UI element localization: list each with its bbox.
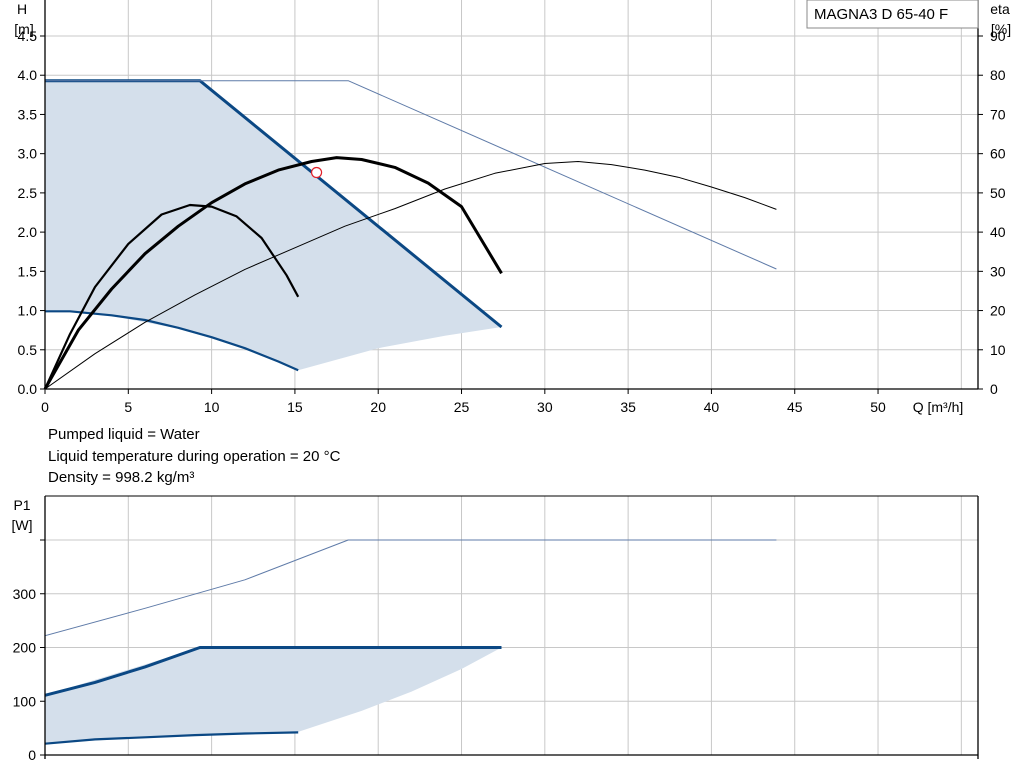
x-tick-label: 0 — [41, 399, 49, 415]
power-chart-series — [44, 539, 777, 745]
power-axis-title-line1: P1 — [13, 497, 30, 513]
power-curve-1 — [44, 731, 299, 745]
x-tick-label: 5 — [124, 399, 132, 415]
power-y-tick-label: 0 — [28, 747, 36, 763]
power-curve-0 — [44, 646, 502, 697]
note-liquid-temperature: Liquid temperature during operation = 20… — [48, 448, 341, 465]
y2-tick-label: 0 — [990, 381, 998, 397]
head-chart-series — [43, 79, 777, 390]
y-tick-label: 4.5 — [18, 28, 38, 44]
legend-box: MAGNA3 D 65-40 F — [806, 0, 979, 29]
power-area-fill — [45, 647, 502, 744]
power-chart-ticks: 0 100 200 300 — [13, 539, 45, 763]
head-curve-1 — [45, 310, 299, 372]
y2-tick-label: 30 — [990, 263, 1006, 279]
head-efficiency-chart: 0.0 0.5 1.0 1.5 2.0 2.5 3.0 3.5 4.0 4.5 0 10 20 30 40 5… — [14, 0, 1011, 415]
power-operating-area — [45, 647, 502, 744]
head-operating-area — [45, 80, 502, 371]
y2-tick-label: 40 — [990, 224, 1006, 240]
x-tick-label: 15 — [287, 399, 303, 415]
operating-point-marker — [310, 166, 323, 179]
y-tick-label: 0.0 — [18, 381, 38, 397]
y-tick-label: 4.0 — [18, 67, 38, 83]
y2-tick-label: 10 — [990, 342, 1006, 358]
efficiency-curve-4 — [43, 203, 300, 390]
x-tick-label: 40 — [704, 399, 720, 415]
legend-frame — [806, 0, 979, 29]
x-tick-label: 25 — [454, 399, 470, 415]
x-tick-label: 30 — [537, 399, 553, 415]
y2-tick-label: 80 — [990, 67, 1006, 83]
x-tick-label: 35 — [620, 399, 636, 415]
x-tick-label: 10 — [204, 399, 220, 415]
x-axis-title: Q [m³/h] — [913, 399, 964, 415]
y-axis-title-line2: [m] — [14, 21, 33, 37]
power-y-tick-label: 300 — [13, 586, 37, 602]
liquid-notes: Pumped liquid = Water Liquid temperature… — [48, 426, 341, 486]
y2-axis-title-line1: eta — [990, 1, 1010, 17]
y2-tick-label: 70 — [990, 106, 1006, 122]
note-density: Density = 998.2 kg/m³ — [48, 469, 194, 486]
y2-axis-title-line2: [%] — [991, 21, 1011, 37]
x-tick-label: 20 — [370, 399, 386, 415]
power-curve-2 — [44, 539, 777, 637]
y-tick-label: 3.5 — [18, 106, 38, 122]
power-y-tick-label: 100 — [13, 693, 37, 709]
head-chart-axes — [44, 0, 979, 390]
y-tick-label: 2.0 — [18, 224, 38, 240]
head-curve-2 — [45, 80, 777, 270]
y-axis-title-line1: H — [17, 1, 27, 17]
y2-tick-label: 50 — [990, 185, 1006, 201]
power-y-tick-label: 200 — [13, 640, 37, 656]
power-axis-title-line2: [W] — [12, 517, 33, 533]
power-chart: 0 100 200 300 P1 [W] — [12, 495, 979, 763]
y2-tick-label: 20 — [990, 303, 1006, 319]
chart-title: MAGNA3 D 65-40 F — [814, 6, 948, 23]
y-tick-label: 1.5 — [18, 263, 38, 279]
note-pumped-liquid: Pumped liquid = Water — [48, 426, 200, 443]
y2-tick-label: 90 — [990, 28, 1006, 44]
y-tick-label: 1.0 — [18, 303, 38, 319]
efficiency-curve-5 — [44, 161, 777, 390]
head-chart-ticks: 0.0 0.5 1.0 1.5 2.0 2.5 3.0 3.5 4.0 4.5 0 10 20 30 40 5… — [18, 28, 1006, 415]
y2-tick-label: 60 — [990, 146, 1006, 162]
operating-area-fill — [45, 80, 502, 371]
x-tick-label: 45 — [787, 399, 803, 415]
y-tick-label: 3.0 — [18, 146, 38, 162]
y-tick-label: 0.5 — [18, 342, 38, 358]
efficiency-curve-3 — [43, 156, 503, 390]
y-tick-label: 2.5 — [18, 185, 38, 201]
x-tick-label: 50 — [870, 399, 886, 415]
